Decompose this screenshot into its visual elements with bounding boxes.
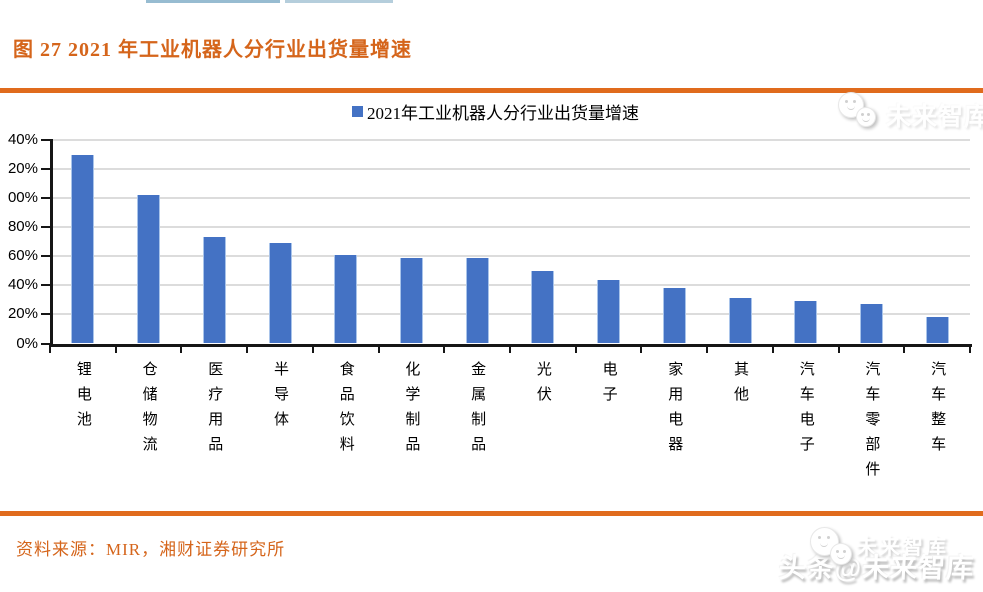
chart-legend: 2021年工业机器人分行业出货量增速: [352, 100, 639, 123]
x-axis-label: 仓储物流: [140, 361, 157, 461]
watermark-bottom-right: 头条@未来智库: [778, 553, 975, 583]
x-axis-tick: [969, 346, 971, 353]
bar: [268, 243, 292, 344]
y-axis-tick: [41, 168, 51, 171]
x-axis-label: 半导体: [272, 361, 288, 436]
bar: [794, 301, 818, 344]
y-axis-tick-label: 40%: [7, 276, 38, 294]
x-axis-tick: [640, 346, 643, 353]
y-axis-tick-label: 00%: [7, 189, 38, 207]
y-axis-tick-label: 40%: [7, 131, 38, 148]
x-axis-tick: [246, 346, 249, 353]
bar: [399, 257, 423, 344]
watermark-ghost: 未来智库: [856, 536, 948, 559]
bar: [137, 195, 161, 344]
y-axis-tick-label: 0%: [16, 334, 38, 352]
x-axis-label: 化学制品: [403, 361, 420, 461]
bar: [202, 237, 226, 344]
x-axis-label: 医疗用品: [206, 361, 223, 461]
x-axis-tick: [771, 346, 774, 353]
gridline: [50, 139, 970, 141]
x-axis-label: 汽车零部件: [863, 361, 880, 486]
x-axis-label: 金属制品: [469, 361, 486, 461]
divider-top: [0, 88, 983, 93]
cropped-table-fragment-left: [146, 0, 280, 3]
bar: [662, 288, 686, 344]
x-axis-tick: [114, 346, 117, 353]
x-axis-label: 汽车整车: [929, 361, 946, 461]
x-axis-tick: [706, 346, 709, 353]
y-axis-tick-label: 60%: [7, 247, 38, 265]
y-axis-tick: [41, 342, 51, 345]
y-axis-tick-label: 20%: [7, 305, 38, 323]
legend-swatch: [352, 105, 363, 117]
bar: [728, 298, 752, 344]
x-axis-tick: [903, 346, 906, 353]
x-axis-tick: [837, 346, 840, 353]
y-axis-tick-label: 80%: [7, 218, 38, 236]
bar: [859, 304, 883, 344]
x-axis-line: [48, 343, 972, 347]
watermark-top-right: 未来智库: [886, 103, 983, 131]
gridline: [50, 226, 970, 229]
divider-bottom: [0, 511, 983, 516]
x-axis-label: 家用电器: [666, 361, 683, 461]
y-axis-tick-label: 20%: [7, 160, 38, 178]
source-line: 资料来源：MIR，湘财证券研究所: [16, 540, 286, 559]
bar: [531, 270, 555, 344]
watermark-logo-circle-small: [856, 107, 876, 127]
gridline: [50, 255, 970, 258]
y-axis-tick: [41, 284, 51, 287]
x-axis-tick: [377, 346, 380, 353]
bar: [925, 317, 949, 344]
y-axis-tick: [41, 313, 51, 316]
y-axis-line: [50, 139, 53, 346]
gridline: [50, 313, 970, 316]
y-axis-tick: [41, 197, 51, 200]
x-axis-label: 光伏: [534, 361, 551, 411]
gridline: [50, 168, 970, 171]
x-axis-label: 锂电池: [74, 361, 91, 436]
bar: [334, 254, 358, 344]
watermark-logo-circle-small-2: [830, 543, 852, 565]
cropped-table-fragment-right: [285, 0, 393, 3]
x-axis-tick: [574, 346, 577, 353]
x-axis-tick: [311, 346, 314, 353]
x-axis-label: 汽车电子: [797, 361, 814, 461]
x-axis-tick: [443, 346, 446, 353]
y-axis-tick: [41, 139, 51, 141]
gridline: [50, 284, 970, 287]
x-axis-label: 食品饮料: [337, 361, 354, 461]
y-axis-tick: [41, 255, 51, 258]
x-axis-tick: [180, 346, 183, 353]
bar: [597, 279, 621, 344]
x-axis-tick: [509, 346, 511, 353]
y-axis-tick: [41, 226, 51, 229]
x-axis-tick: [49, 346, 51, 353]
figure-title: 图 27 2021 年工业机器人分行业出货量增速: [13, 39, 412, 61]
x-axis-label: 其他: [732, 361, 748, 411]
x-axis-label: 电子: [600, 361, 617, 411]
gridline: [50, 197, 970, 200]
bar: [71, 154, 95, 344]
bar: [465, 257, 489, 344]
legend-label: 2021年工业机器人分行业出货量增速: [367, 103, 639, 123]
